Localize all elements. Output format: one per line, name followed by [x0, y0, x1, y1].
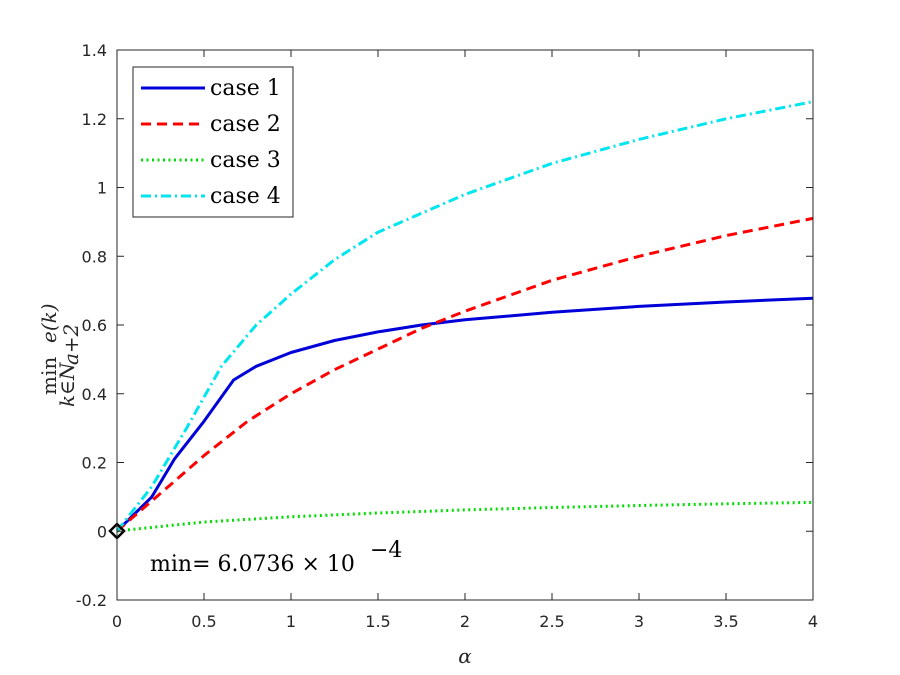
annotation-exponent: −4: [370, 538, 402, 563]
y-tick-label: 0.4: [82, 385, 107, 404]
annotation: min= 6.0736 × 10 −4: [150, 538, 402, 577]
x-tick-label: 1: [286, 612, 296, 631]
y-axis-title-sub: k∈N: [55, 361, 79, 407]
legend: case 1 case 2 case 3 case 4: [132, 66, 294, 218]
legend-label-3: case 3: [210, 148, 281, 173]
y-axis-title-main: min: [37, 357, 61, 395]
legend-box: [132, 66, 294, 218]
x-tick-label: 3: [634, 612, 644, 631]
y-tick-label: 0.2: [82, 454, 107, 473]
annotation-text: min= 6.0736 × 10: [150, 552, 355, 577]
legend-label-2: case 2: [210, 112, 281, 137]
x-tick-label: 3.5: [713, 612, 738, 631]
legend-label-4: case 4: [210, 184, 281, 209]
x-tick-label: 2.5: [539, 612, 564, 631]
series-line-2: [116, 216, 814, 533]
y-tick-label: 1.2: [82, 110, 107, 129]
legend-label-1: case 1: [210, 76, 281, 101]
x-axis-title: α: [458, 644, 472, 668]
y-axis-title-sub2: a+2: [59, 324, 83, 365]
y-tick-label: 0: [97, 522, 107, 541]
x-tick-label: 2: [460, 612, 470, 631]
x-tick-label: 4: [808, 612, 818, 631]
x-tick-label: 0: [112, 612, 122, 631]
y-tick-label: 0.8: [82, 247, 107, 266]
y-axis-title-tail: e(k): [37, 303, 61, 343]
axes: 0 0.5 1 1.5 2 2.5 3 3.5 4 -0.2 0 0.2 0.4 0.6 0.8 1 1.2 1.…: [76, 41, 818, 631]
x-tick-label: 0.5: [191, 612, 216, 631]
series-line-3: [116, 500, 814, 533]
y-tick-label: 1: [97, 179, 107, 198]
y-axis-title: min k∈N a+2 e(k): [37, 303, 83, 407]
y-tick-label: 0.6: [82, 316, 107, 335]
y-tick-label: 1.4: [82, 41, 107, 60]
series-line-1: [115, 296, 814, 533]
series-line-4: [115, 100, 814, 532]
x-tick-label: 1.5: [365, 612, 390, 631]
y-tick-label: -0.2: [76, 591, 107, 610]
